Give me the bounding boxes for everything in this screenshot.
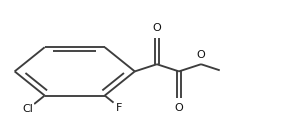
Text: O: O bbox=[175, 103, 183, 113]
Text: F: F bbox=[116, 103, 122, 113]
Text: O: O bbox=[152, 23, 161, 33]
Text: Cl: Cl bbox=[22, 104, 33, 114]
Text: O: O bbox=[197, 50, 205, 60]
